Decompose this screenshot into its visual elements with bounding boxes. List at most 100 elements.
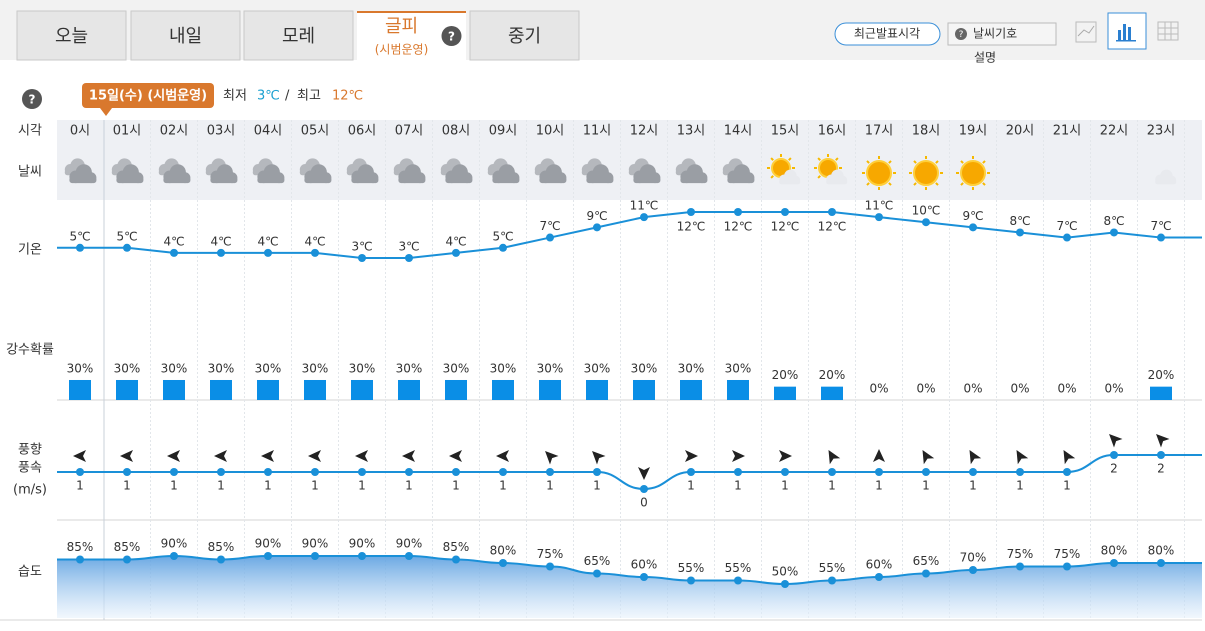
precip-label: 30%: [396, 361, 423, 375]
precip-bar: [633, 379, 655, 400]
wind-speed-label: 1: [170, 479, 178, 493]
hour-label: 05시: [301, 124, 330, 139]
temperature-label: 11℃: [865, 199, 894, 213]
humidity-label: 55%: [725, 561, 752, 575]
humidity-label: 65%: [913, 554, 940, 568]
wind-point: [452, 468, 460, 476]
row-label: (m/s): [13, 483, 47, 498]
humidity-label: 90%: [396, 537, 423, 551]
humidity-label: 50%: [772, 565, 799, 579]
wind-arrow: [1016, 449, 1029, 465]
wind-point: [217, 468, 225, 476]
wind-point: [358, 468, 366, 476]
wind-point: [781, 468, 789, 476]
symbols-button[interactable]: [947, 22, 1057, 46]
weather-icon: [534, 158, 567, 184]
temperature-label: 7℃: [1150, 219, 1171, 233]
sun-ray: [982, 182, 986, 186]
hour-label: 0시: [70, 124, 90, 139]
humidity-label: 80%: [1101, 544, 1128, 558]
humidity-point: [170, 552, 178, 560]
max-value: 12℃: [332, 89, 363, 104]
wind-arrow: [496, 450, 509, 462]
precip-bar: [586, 379, 608, 400]
precip-label: 30%: [678, 361, 705, 375]
cloud-part: [779, 179, 801, 185]
precip-label: 30%: [631, 361, 658, 375]
view-area-icon[interactable]: [1075, 21, 1097, 43]
sun-ray: [866, 182, 870, 186]
sun-ray: [788, 157, 792, 161]
view-table-icon[interactable]: [1157, 21, 1179, 41]
precip-label: 30%: [161, 361, 188, 375]
temperature-label: 12℃: [818, 220, 847, 234]
cloud-part: [69, 176, 97, 184]
wind-arrow: [402, 450, 415, 462]
cloud-part: [633, 176, 661, 184]
wind-speed-label: 1: [781, 479, 789, 493]
cloud-part: [351, 176, 379, 184]
sun: [866, 160, 892, 186]
cloud-part: [539, 176, 567, 184]
temperature-label: 8℃: [1103, 214, 1124, 228]
precip-bar: [398, 379, 420, 400]
wind-point: [969, 468, 977, 476]
temperature-point: [123, 243, 131, 252]
tab[interactable]: [130, 10, 241, 61]
temperature-point: [76, 243, 84, 252]
temperature-point: [405, 254, 413, 262]
help-mark: ?: [959, 30, 964, 40]
tab[interactable]: [16, 10, 127, 61]
hour-label: 17시: [865, 124, 894, 139]
humidity-label: 85%: [443, 540, 470, 554]
humidity-point: [76, 555, 84, 564]
min-label: 최저: [223, 89, 247, 104]
precip-bar: [445, 379, 467, 400]
precip-label: 0%: [916, 382, 935, 396]
precip-bar: [821, 386, 843, 400]
cloud-part: [398, 176, 426, 184]
humidity-label: 85%: [208, 540, 235, 554]
wind-speed-label: 1: [922, 479, 930, 493]
latest-button[interactable]: [834, 22, 941, 46]
precip-label: 20%: [772, 368, 799, 382]
cloud-part: [586, 176, 614, 184]
hour-label: 03시: [207, 124, 236, 139]
wind-arrow: [685, 450, 698, 462]
cloud-part: [727, 176, 755, 184]
tab[interactable]: [469, 10, 580, 61]
humidity-label: 75%: [537, 547, 564, 561]
temperature-point: [640, 213, 648, 222]
help-icon[interactable]: [22, 89, 42, 109]
cloud-part: [116, 176, 144, 184]
tab-active-bar: [357, 11, 466, 13]
weather-icon: [393, 158, 426, 184]
weather-icon: [487, 158, 520, 184]
hour-label: 04시: [254, 124, 283, 139]
hour-label: 07시: [395, 124, 424, 139]
wind-arrow: [449, 450, 462, 462]
tab[interactable]: [243, 10, 354, 61]
precip-label: 30%: [208, 361, 235, 375]
precip-label: 0%: [1057, 382, 1076, 396]
humidity-label: 90%: [302, 537, 329, 551]
temperature-point: [922, 218, 930, 227]
wind-point: [1110, 451, 1118, 459]
humidity-label: 60%: [631, 558, 658, 572]
humidity-point: [1110, 559, 1118, 567]
cloud-part: [680, 176, 708, 184]
temperature-label: 12℃: [771, 220, 800, 234]
row-dividers: [0, 399, 1202, 621]
wind-arrow: [779, 450, 792, 462]
wind-speed-label: 2: [1110, 462, 1118, 476]
weather-icon: [675, 158, 708, 184]
humidity-point: [1157, 559, 1165, 567]
temperature-label: 4℃: [163, 234, 184, 248]
weather-icon: [205, 158, 238, 184]
view-bar-icon[interactable]: [1107, 12, 1147, 50]
header-band: [57, 120, 1202, 200]
humidity-point: [593, 569, 601, 578]
temperature-label: 11℃: [630, 199, 659, 213]
temperature-point: [1063, 233, 1071, 242]
